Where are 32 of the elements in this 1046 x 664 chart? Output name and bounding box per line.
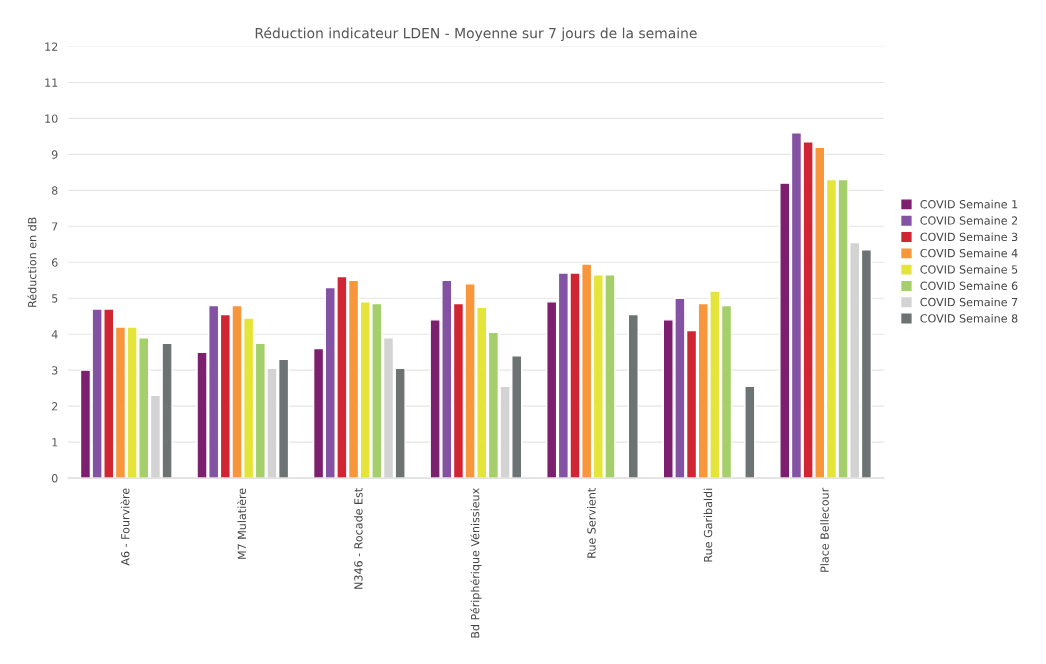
y-tick-label: 10 (45, 114, 58, 123)
x-tick-label: A6 - Fourvière (120, 488, 130, 566)
y-tick-label: 12 (45, 42, 58, 51)
y-tick-label: 1 (52, 438, 58, 447)
y-tick-label: 0 (51, 474, 58, 483)
bar (627, 313, 639, 479)
legend-label: COVID Semaine 2 (920, 216, 1018, 225)
y-tick-label: 11 (45, 78, 58, 87)
bar (744, 385, 756, 479)
y-tick-label: 2 (52, 402, 58, 411)
legend-label: COVID Semaine 1 (920, 199, 1018, 209)
legend-label: COVID Semaine 5 (920, 265, 1018, 274)
legend-label: COVID Semaine 4 (920, 248, 1018, 258)
x-tick-label: Bd Périphérique Vénissieux (470, 488, 482, 638)
y-tick-label: 6 (51, 258, 58, 267)
x-tick-label: Rue Garibaldi (703, 488, 713, 562)
legend-label: COVID Semaine 3 (920, 232, 1018, 242)
x-tick-label: Place Bellecour (820, 487, 829, 572)
y-tick-label: 7 (52, 222, 58, 231)
legend-label: COVID Semaine 7 (920, 297, 1018, 307)
y-tick-label: 4 (51, 330, 58, 339)
y-axis-title: Réduction en dB (27, 217, 37, 307)
y-tick-label: 8 (51, 186, 58, 195)
x-tick-label: Rue Servient (587, 488, 596, 558)
y-tick-label: 3 (52, 366, 58, 375)
chart-title: Réduction indicateur LDEN - Moyenne sur 7 jours de la semaine (255, 27, 697, 42)
legend-label: COVID Semaine 8 (920, 313, 1018, 323)
x-tick-label: M7 Mulatière (237, 488, 247, 559)
legend-label: COVID Semaine 6 (920, 281, 1018, 290)
y-tick-label: 5 (52, 294, 58, 303)
y-tick-label: 9 (51, 150, 58, 159)
x-tick-label: N346 - Rocade Est (354, 488, 363, 589)
